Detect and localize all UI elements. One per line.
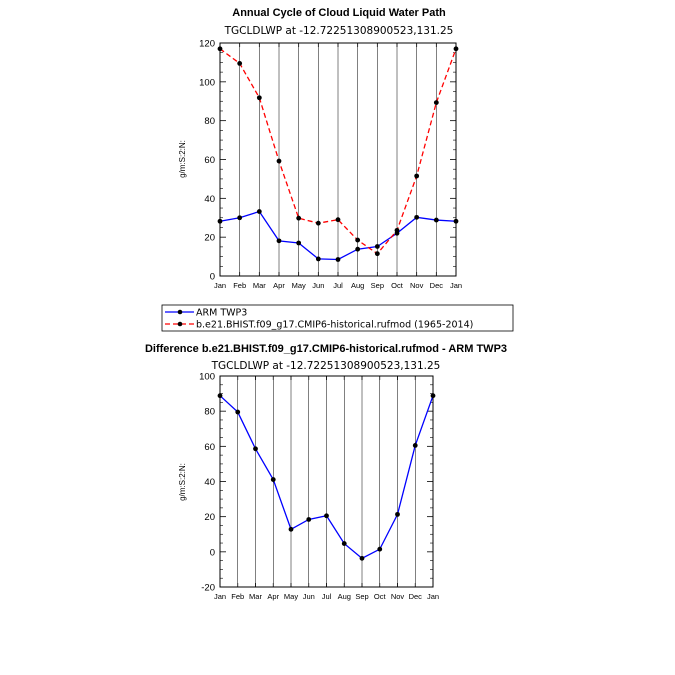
chart2-title: Difference b.e21.BHIST.f09_g17.CMIP6-his… [145,343,507,355]
c1-xtick-label: Apr [273,281,285,290]
c1-xtick-label: Nov [410,281,424,290]
c2-xtick-label: Feb [231,592,244,601]
legend-box [161,304,514,332]
c1-xtick-label: May [292,281,306,290]
legend-marker-arm [177,309,183,315]
c1-ytick-label: 40 [204,194,215,205]
c1-xtick-label: Mar [253,281,266,290]
chart2-subtitle: TGCLDLWP at -12.72251308900523,131.25 [211,360,441,372]
c2-ytick-label: 0 [210,547,215,558]
c1-ytick-label: 20 [204,233,215,244]
c2-xtick-label: Dec [409,592,423,601]
chart2-y-axis-label: g/m:S:2:N: [178,463,187,501]
c2-xtick-label: Aug [338,592,351,601]
c2-series-0-point [377,546,383,552]
c1-series-1-point [355,237,361,243]
legend-label-model: b.e21.BHIST.f09_g17.CMIP6-historical.ruf… [196,320,473,331]
c1-series-1-point [335,217,341,223]
c2-ytick-label: 40 [204,477,215,488]
c1-ytick-label: 60 [204,155,215,166]
c1-series-0-point [296,240,302,246]
c1-series-0-point [414,214,420,220]
c2-xtick-label: Jun [303,592,315,601]
c1-series-1-point [276,158,282,164]
c2-series-0-point [235,409,241,415]
c2-series-0-point [306,517,312,522]
c1-series-0-point [433,217,439,223]
chart1-title: Annual Cycle of Cloud Liquid Water Path [232,7,446,19]
c1-xtick-label: Jan [450,281,462,290]
c1-series-0-point [335,257,341,262]
difference-chart: Difference b.e21.BHIST.f09_g17.CMIP6-his… [145,343,507,601]
c1-xtick-label: Sep [371,281,384,290]
c2-xtick-label: Oct [374,592,387,601]
c1-series-1-point [237,60,243,66]
c1-series-1-point [433,100,439,106]
c1-series-1-point [374,251,380,257]
c1-xtick-label: Aug [351,281,364,290]
c2-ytick-label: 80 [204,407,215,418]
legend-label-arm: ARM TWP3 [196,308,247,319]
chart1-plot-frame [219,42,457,277]
c1-ytick-label: 120 [199,39,215,50]
c1-series-0-point [355,246,361,252]
c2-xtick-label: Sep [355,592,368,601]
c1-xtick-label: Jun [312,281,324,290]
c1-series-0-point [276,238,282,244]
c2-series-0-point [288,526,294,532]
c1-xtick-label: Jan [214,281,226,290]
c2-series-0-point [395,511,400,517]
chart1-y-axis-label: g/m:S:2:N: [178,140,187,178]
chart2-plot-frame [219,375,434,588]
c1-series-0-point [237,215,243,221]
legend: ARM TWP3 b.e21.BHIST.f09_g17.CMIP6-histo… [161,304,514,332]
c1-series-1-point [315,220,321,226]
c1-series-1-point [414,173,420,179]
c2-xtick-label: Jul [322,592,332,601]
c1-series-1-point [394,227,400,233]
c2-xtick-label: May [284,592,298,601]
c2-xtick-label: Jan [214,592,226,601]
c1-ytick-label: 100 [199,77,215,88]
c2-ytick-label: -20 [201,583,215,594]
c2-ytick-label: 100 [199,372,215,383]
c1-series-1-point [296,215,302,221]
c2-ytick-label: 20 [204,512,215,523]
c2-series-0-point [270,477,276,482]
c1-xtick-label: Oct [391,281,404,290]
c2-series-0-point [324,513,329,519]
c2-xtick-label: Mar [249,592,262,601]
c2-xtick-label: Jan [427,592,439,601]
c1-xtick-label: Jul [333,281,343,290]
annual-cycle-chart: Annual Cycle of Cloud Liquid Water Path … [178,7,462,290]
c2-series-0-point [253,446,258,452]
c1-series-0-point [374,244,380,249]
c2-ytick-label: 60 [204,442,215,453]
c2-xtick-label: Apr [267,592,279,601]
c2-series-0-point [412,443,418,448]
c1-xtick-label: Dec [430,281,444,290]
c2-series-0-point [341,541,347,546]
c2-series-0-point [359,555,365,561]
c1-ytick-label: 0 [210,272,215,283]
chart1-subtitle: TGCLDLWP at -12.72251308900523,131.25 [224,25,454,37]
c1-series-0-point [315,256,321,262]
c1-series-0-point [256,209,262,214]
c1-series-1-point [256,95,262,101]
c2-xtick-label: Nov [391,592,405,601]
c1-ytick-label: 80 [204,116,215,127]
legend-marker-model [177,321,183,327]
c1-xtick-label: Feb [233,281,246,290]
